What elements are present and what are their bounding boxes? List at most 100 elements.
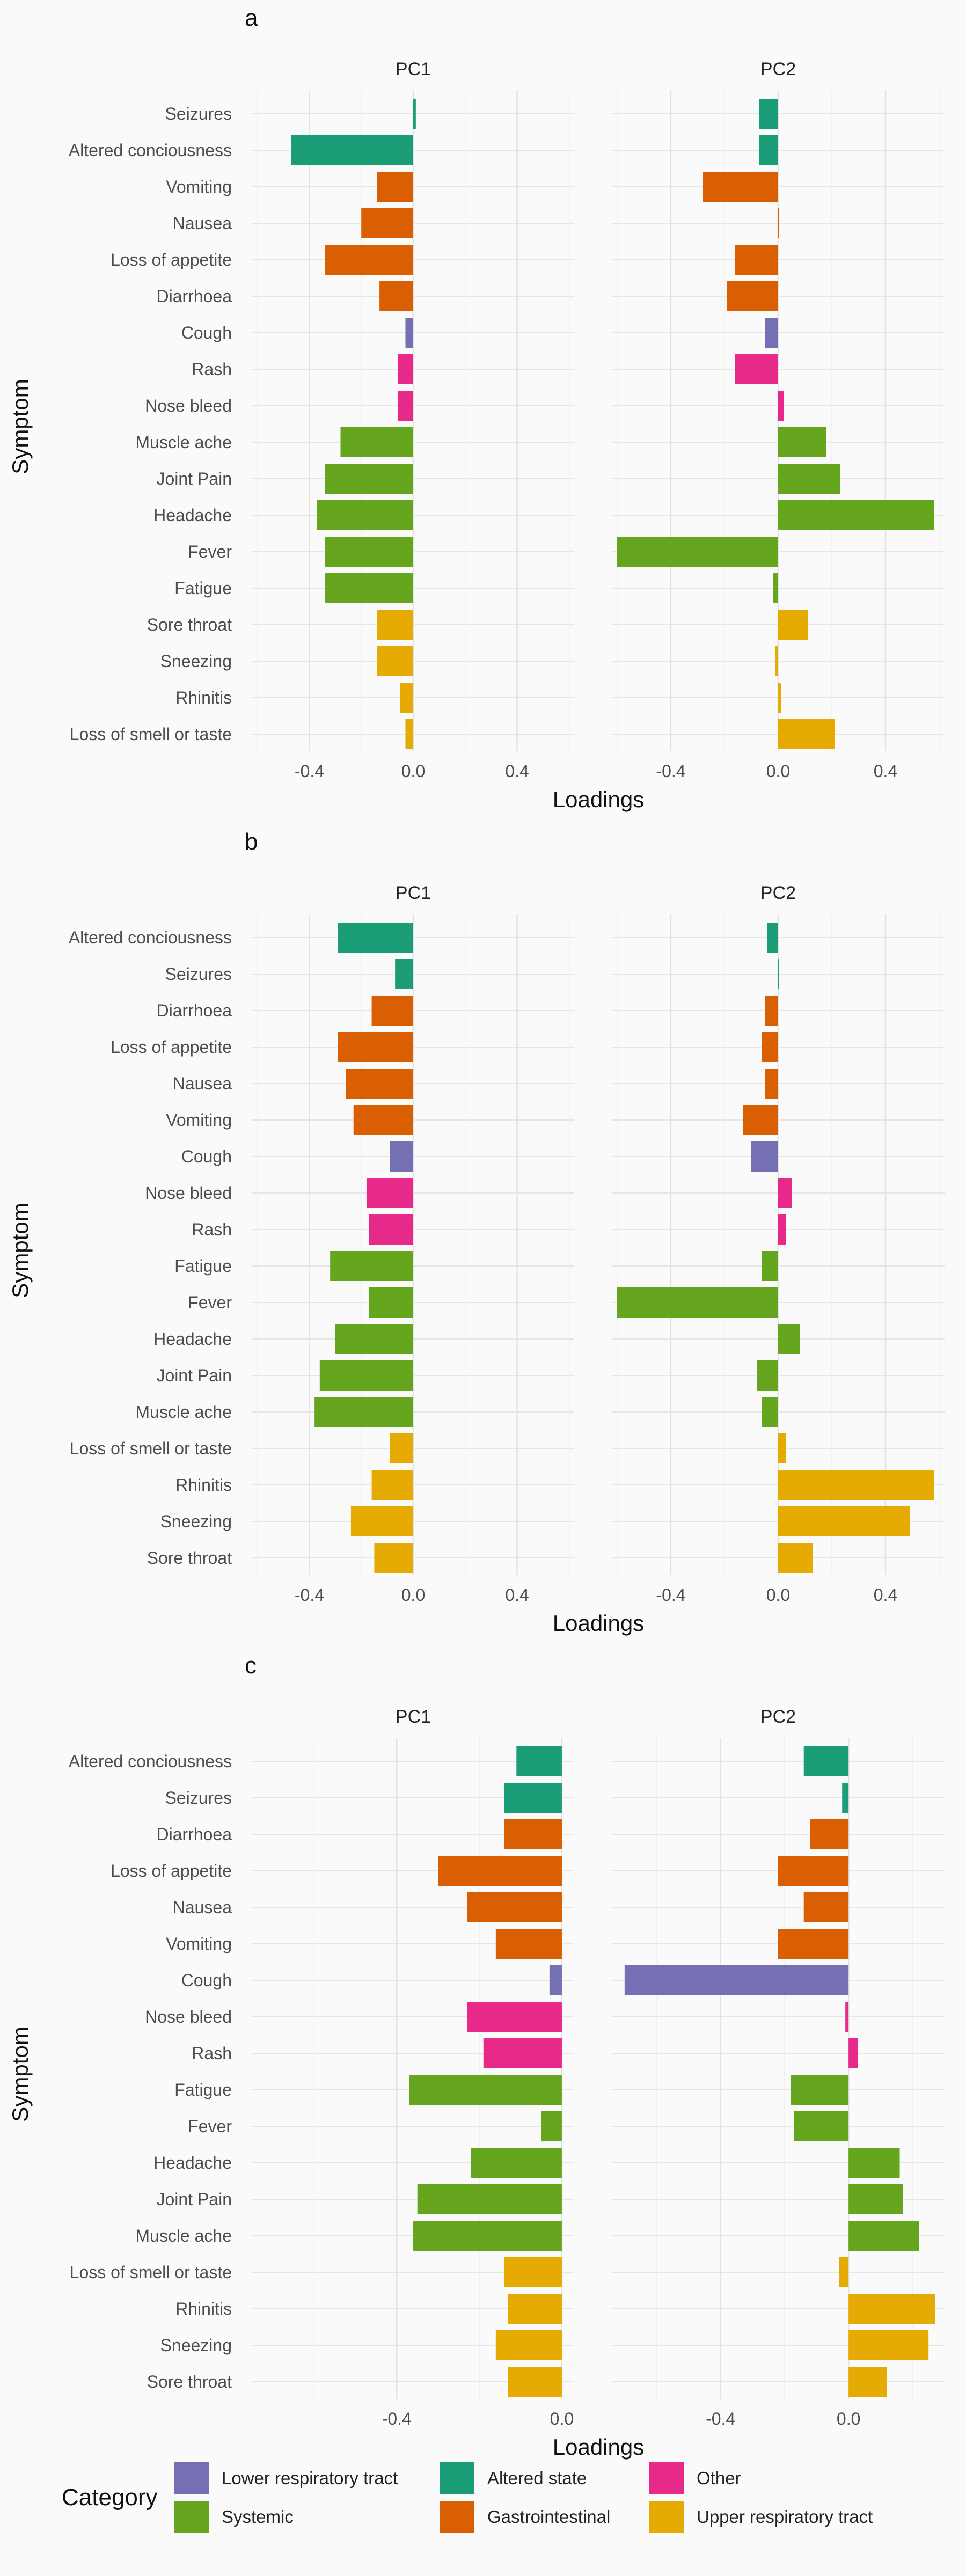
legend-label: Systemic: [222, 2507, 294, 2527]
x-tick-label: 0.0: [766, 762, 790, 781]
bar-pc1-seizures: [504, 1783, 562, 1813]
bar-pc1-sneezing: [377, 646, 413, 676]
bar-pc1-vomiting: [377, 172, 413, 202]
y-tick-label: Seizures: [165, 1788, 232, 1807]
y-tick-label: Altered conciousness: [69, 141, 232, 160]
x-tick-label: -0.4: [656, 762, 685, 781]
bar-pc2-fatigue: [762, 1251, 778, 1281]
bar-pc1-loss-of-smell-or-taste: [405, 719, 413, 749]
y-tick-label: Loss of smell or taste: [70, 2263, 232, 2282]
y-tick-label: Fatigue: [174, 1256, 232, 1276]
bar-pc2-fatigue: [791, 2075, 849, 2105]
bar-pc2-muscle-ache: [848, 2221, 919, 2251]
bar-pc2-seizures: [778, 959, 779, 989]
y-tick-label: Loss of appetite: [111, 250, 232, 269]
y-tick-label: Nausea: [173, 1074, 232, 1093]
bar-pc1-seizures: [413, 99, 416, 129]
panel-c: c PC1 -0.4 0.0 PC2 -0.4 0.0 Altered conciousnes…: [8, 1652, 945, 2460]
bar-pc2-sneezing: [848, 2330, 929, 2360]
y-tick-label: Nausea: [173, 214, 232, 233]
bar-pc1-vomiting: [353, 1105, 413, 1135]
y-tick-label: Muscle ache: [135, 433, 232, 452]
bar-pc2-headache: [778, 1324, 800, 1354]
bar-pc1-rhinitis: [508, 2294, 562, 2324]
y-tick-label: Rash: [192, 360, 232, 379]
x-axis-title: Loadings: [553, 1611, 644, 1636]
bar-pc2-loss-of-appetite: [735, 245, 778, 275]
y-tick-label: Seizures: [165, 104, 232, 123]
bar-pc2-vomiting: [778, 1929, 849, 1959]
bar-pc2-sneezing: [778, 1506, 910, 1536]
bar-pc1-nausea: [361, 208, 413, 238]
facet-pc2: PC2 -0.4 0.0 0.4: [612, 883, 945, 1605]
bar-pc1-rash: [483, 2038, 562, 2068]
bar-pc1-fatigue: [409, 2075, 562, 2105]
bar-pc2-nausea: [803, 1892, 849, 1922]
bar-pc2-nose-bleed: [778, 391, 784, 421]
x-tick-label: 0.0: [766, 1585, 790, 1605]
bar-pc1-loss-of-appetite: [338, 1032, 413, 1062]
y-tick-label: Headache: [153, 2153, 232, 2172]
y-tick-label: Sore throat: [147, 615, 232, 634]
y-tick-label: Rash: [192, 1220, 232, 1239]
y-tick-label: Sneezing: [160, 1512, 232, 1531]
y-tick-label: Nose bleed: [145, 1183, 232, 1203]
x-tick-label: 0.4: [874, 762, 897, 781]
bar-pc2-sore-throat: [778, 1543, 813, 1573]
y-tick-label: Diarrhoea: [156, 287, 232, 306]
bar-pc1-joint-pain: [319, 1360, 413, 1391]
facet-title: PC1: [396, 59, 431, 79]
bar-pc2-loss-of-smell-or-taste: [778, 1433, 786, 1463]
y-tick-label: Rhinitis: [175, 2299, 232, 2318]
x-axis-title: Loadings: [553, 787, 644, 812]
bar-pc1-altered-conciousness: [516, 1746, 562, 1776]
y-tick-label: Rash: [192, 2044, 232, 2063]
x-tick-label: -0.4: [382, 2409, 412, 2428]
bar-pc1-loss-of-appetite: [325, 245, 413, 275]
bar-pc2-rash: [735, 354, 778, 384]
bar-pc2-fever: [794, 2111, 849, 2141]
y-tick-label: Joint Pain: [156, 1366, 232, 1385]
bar-pc1-headache: [317, 500, 413, 530]
y-tick-label: Sore throat: [147, 2372, 232, 2391]
facet-title: PC2: [760, 59, 796, 79]
x-tick-label: 0.0: [550, 2409, 574, 2428]
y-tick-label: Rhinitis: [175, 688, 232, 707]
facet-pc2: PC2 -0.4 0.0: [612, 1707, 945, 2428]
bar-pc2-rhinitis: [848, 2294, 935, 2324]
y-tick-label: Headache: [153, 1329, 232, 1349]
bar-pc2-sore-throat: [778, 610, 808, 640]
bar-pc1-rhinitis: [371, 1470, 413, 1500]
legend-swatch: [174, 2501, 209, 2533]
facet-title: PC2: [760, 883, 796, 903]
legend-label: Altered state: [487, 2468, 587, 2488]
bar-pc1-fever: [541, 2111, 562, 2141]
bar-pc1-muscle-ache: [413, 2221, 562, 2251]
legend-swatch: [440, 2462, 474, 2494]
bar-pc2-cough: [751, 1141, 778, 1172]
y-tick-label: Vomiting: [166, 1934, 232, 1953]
panel-label: a: [245, 5, 258, 31]
y-tick-label: Sneezing: [160, 652, 232, 671]
bar-pc1-rash: [397, 354, 413, 384]
bar-pc2-headache: [848, 2148, 900, 2178]
legend-label: Gastrointestinal: [487, 2507, 610, 2527]
bar-pc2-fatigue: [773, 573, 778, 603]
y-tick-label: Nose bleed: [145, 2007, 232, 2026]
bar-pc1-nose-bleed: [366, 1178, 413, 1208]
bar-pc1-fever: [325, 537, 413, 567]
y-tick-label: Rhinitis: [175, 1475, 232, 1495]
bar-pc1-nausea: [467, 1892, 562, 1922]
y-tick-label: Joint Pain: [156, 469, 232, 488]
panel-a: a PC1 -0.4 0.0 0.4 PC2 -0.4 0.0 0.4 Seizures Alter…: [8, 5, 945, 812]
bar-pc2-sore-throat: [848, 2367, 887, 2397]
legend-label: Other: [697, 2468, 741, 2488]
bar-pc2-cough: [624, 1965, 849, 1995]
y-tick-label: Cough: [181, 1971, 232, 1990]
bar-pc1-sore-throat: [374, 1543, 413, 1573]
y-tick-label: Loss of smell or taste: [70, 724, 232, 744]
bar-pc1-rash: [369, 1214, 413, 1245]
bar-pc1-diarrhoea: [371, 996, 413, 1026]
legend-label: Lower respiratory tract: [222, 2468, 398, 2488]
